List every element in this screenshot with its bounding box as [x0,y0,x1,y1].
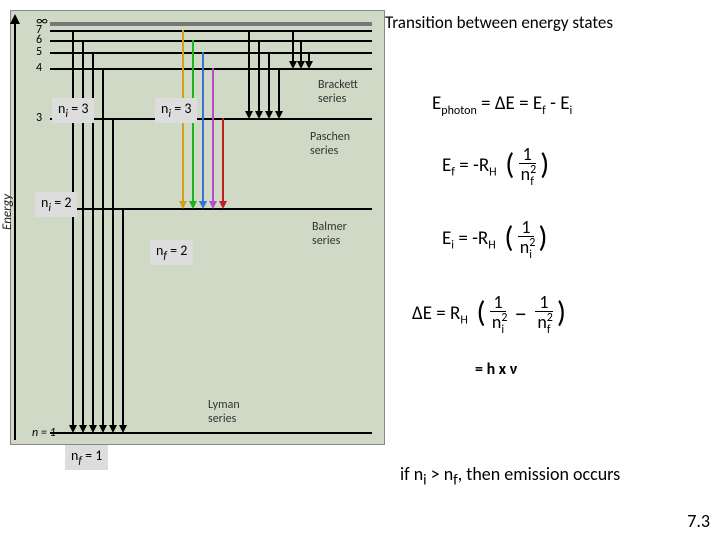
axis-label-energy: Energy [0,194,15,230]
level-infinity: ∞ [36,12,48,29]
label-ni-2: ni = 2 [35,192,77,217]
page-title: Transition between energy states [385,12,613,33]
label-ni-3-b: ni = 3 [155,98,197,123]
eq-ef: Ef = -RH ( 1n2f ) [442,145,549,188]
eq-delta-e: ΔE = RH ( 1n2i − 1n2f ) [412,293,566,336]
eq-hv: = h x ν [475,360,517,379]
page-number: 7.3 [687,510,710,532]
label-nf-2: nf = 2 [150,240,193,265]
label-nf-1: nf = 1 [65,445,108,470]
emission-note: if ni > nf, then emission occurs [400,463,620,490]
label-ni-3-a: ni = 3 [52,98,94,123]
eq-ei: Ei = -RH ( 1n2i ) [442,218,547,261]
eq-ephoton: Ephoton = ΔE = Ef - Ei [432,92,572,118]
energy-axis-arrow [14,22,16,440]
n-equals-1: n = 1 [32,426,56,440]
